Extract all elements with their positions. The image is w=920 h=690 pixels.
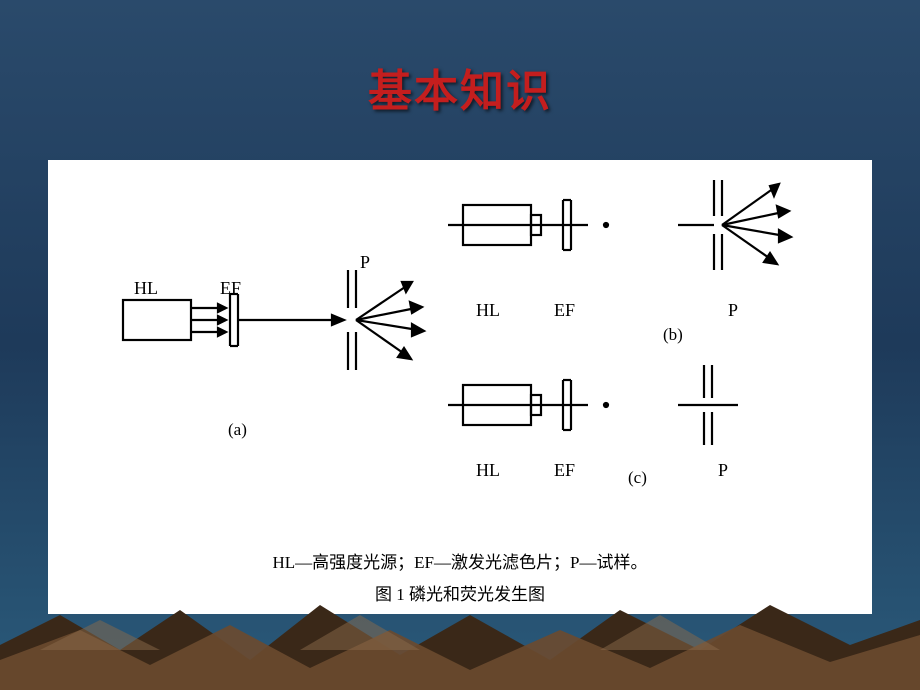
label-p-c: P — [718, 460, 728, 481]
label-p-b: P — [728, 300, 738, 321]
label-sub-c: (c) — [628, 468, 647, 488]
label-hl-b: HL — [476, 300, 500, 321]
label-ef-b: EF — [554, 300, 575, 321]
label-p-a: P — [360, 252, 370, 273]
label-hl-a: HL — [134, 278, 158, 299]
optics-diagram — [48, 160, 872, 614]
label-ef-a: EF — [220, 278, 241, 299]
label-hl-c: HL — [476, 460, 500, 481]
diagram-panel: HL EF P (a) HL EF P (b) HL EF P (c) HL—高… — [48, 160, 872, 614]
label-ef-c: EF — [554, 460, 575, 481]
diagram-legend: HL—高强度光源；EF—激发光滤色片；P—试样。 — [48, 548, 872, 573]
label-sub-a: (a) — [228, 420, 247, 440]
label-sub-b: (b) — [663, 325, 683, 345]
mountain-decoration — [0, 590, 920, 690]
slide-title: 基本知识 — [0, 55, 920, 119]
